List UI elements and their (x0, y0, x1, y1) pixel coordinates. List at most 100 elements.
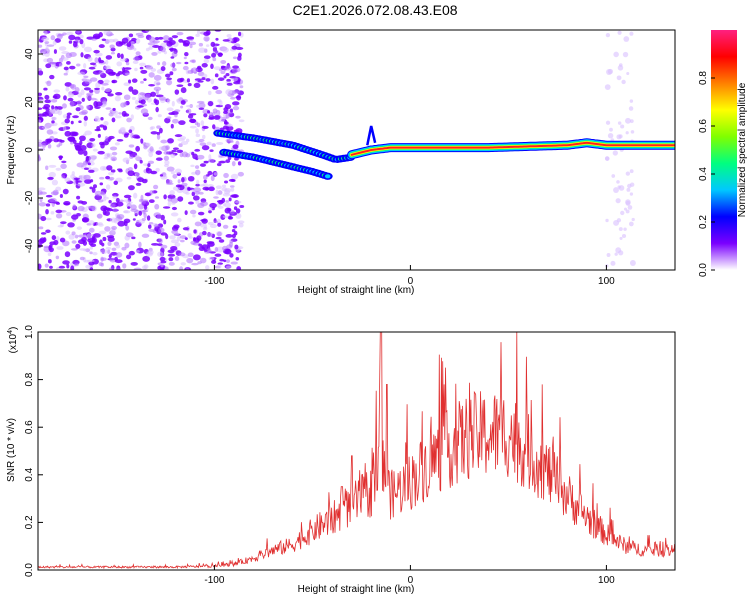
noise-speckle (160, 46, 166, 53)
noise-speckle (605, 156, 610, 161)
noise-speckle (44, 99, 51, 104)
noise-speckle (186, 78, 191, 83)
noise-speckle (100, 256, 104, 262)
noise-speckle (130, 132, 134, 139)
noise-speckle (44, 94, 50, 100)
noise-speckle (613, 187, 619, 193)
noise-speckle (225, 89, 233, 96)
noise-speckle (222, 39, 230, 42)
noise-speckle (148, 222, 154, 225)
noise-speckle (136, 105, 144, 108)
snr-frame (37, 331, 676, 571)
noise-speckle (232, 101, 240, 106)
noise-speckle (215, 37, 219, 41)
noise-speckle (74, 234, 79, 239)
noise-speckle (191, 189, 195, 193)
noise-speckle (45, 45, 49, 52)
noise-speckle (140, 138, 144, 144)
noise-speckle (87, 56, 93, 62)
noise-speckle (167, 138, 174, 144)
noise-speckle (220, 60, 227, 65)
noise-speckle (56, 144, 61, 148)
noise-speckle (170, 153, 176, 158)
noise-speckle (89, 186, 93, 190)
noise-speckle (39, 197, 43, 203)
noise-speckle (51, 98, 58, 103)
noise-speckle (185, 104, 193, 108)
noise-speckle (200, 201, 208, 207)
noise-speckle (84, 130, 92, 136)
noise-speckle (174, 242, 181, 247)
noise-speckle (105, 55, 113, 60)
noise-speckle (104, 226, 111, 232)
noise-speckle (48, 111, 52, 116)
noise-speckle (125, 61, 130, 66)
noise-speckle (113, 180, 119, 186)
noise-speckle (192, 153, 198, 160)
noise-speckle (201, 62, 208, 68)
noise-speckle (61, 103, 67, 109)
snr-xlabel: Height of straight line (km) (298, 584, 415, 595)
noise-speckle (226, 37, 234, 43)
noise-speckle (126, 254, 132, 260)
noise-speckle (180, 100, 186, 105)
noise-speckle (143, 145, 148, 150)
noise-speckle (55, 213, 63, 219)
noise-speckle (196, 100, 205, 104)
noise-speckle (120, 53, 124, 59)
noise-speckle (203, 174, 208, 180)
noise-speckle (110, 71, 116, 76)
noise-speckle (83, 62, 87, 69)
noise-speckle (153, 86, 162, 91)
noise-speckle (169, 71, 174, 76)
noise-speckle (627, 205, 633, 210)
noise-speckle (213, 66, 221, 71)
noise-speckle (167, 197, 172, 202)
noise-speckle (71, 214, 79, 220)
y-tick-label: 0.2 (24, 515, 35, 529)
noise-speckle (229, 108, 234, 113)
noise-speckle (177, 179, 181, 184)
noise-speckle (217, 205, 224, 209)
noise-speckle (92, 184, 97, 189)
noise-speckle (114, 95, 121, 102)
noise-speckle (148, 72, 155, 78)
noise-speckle (106, 165, 113, 171)
noise-speckle (199, 184, 206, 187)
noise-speckle (198, 107, 205, 111)
noise-speckle (239, 85, 244, 89)
colorbar-label: Normalized spectral amplitude (737, 82, 748, 217)
noise-speckle (133, 47, 137, 51)
noise-speckle (112, 195, 118, 199)
noise-speckle (121, 37, 129, 44)
noise-speckle (80, 144, 87, 151)
noise-speckle (45, 194, 53, 198)
noise-speckle (237, 31, 242, 37)
noise-speckle (168, 257, 174, 262)
noise-speckle (196, 30, 201, 35)
noise-speckle (204, 265, 210, 270)
noise-speckle (66, 114, 71, 119)
noise-speckle (605, 218, 609, 223)
noise-speckle (174, 256, 180, 262)
noise-speckle (133, 192, 138, 199)
noise-speckle (180, 105, 184, 109)
noise-speckle (109, 203, 116, 208)
noise-speckle (620, 124, 625, 129)
colorbar-tick-label: 0.2 (698, 215, 709, 229)
noise-speckle (189, 44, 193, 49)
noise-speckle (150, 131, 158, 135)
noise-speckle (171, 100, 175, 107)
noise-speckle (135, 145, 141, 152)
noise-speckle (45, 63, 52, 69)
noise-speckle (203, 179, 207, 184)
noise-speckle (139, 62, 146, 67)
noise-speckle (38, 141, 44, 148)
noise-speckle (214, 253, 222, 257)
noise-speckle (75, 178, 79, 185)
noise-speckle (107, 93, 114, 97)
noise-speckle (116, 138, 124, 142)
noise-speckle (215, 236, 222, 240)
noise-speckle (58, 265, 66, 269)
noise-speckle (153, 74, 162, 81)
